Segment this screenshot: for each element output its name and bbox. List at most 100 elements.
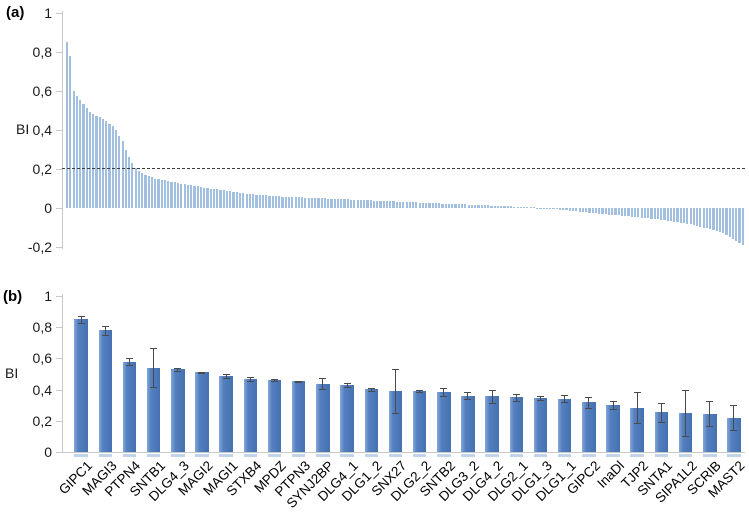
bar: [157, 179, 160, 208]
bar: [485, 396, 499, 452]
error-bar-cap-top: [125, 357, 133, 359]
panel-a-threshold-line: [62, 168, 745, 169]
category-tick-stub: [74, 453, 88, 457]
bar: [372, 200, 376, 208]
bar: [650, 208, 653, 219]
bar: [682, 208, 686, 224]
bar: [98, 330, 113, 452]
category-tick-stub: [316, 453, 330, 457]
bar: [415, 202, 418, 208]
bar: [310, 197, 314, 208]
bar: [108, 124, 111, 208]
bar: [235, 192, 238, 208]
bar: [673, 208, 676, 222]
error-bar-line: [249, 376, 251, 381]
bar: [660, 208, 663, 220]
error-bar-cap-bottom: [271, 380, 279, 382]
bar: [190, 184, 193, 208]
error-bar-line: [685, 389, 687, 437]
bar: [395, 201, 398, 208]
bar: [470, 204, 473, 208]
bar: [523, 207, 526, 208]
bar: [180, 183, 183, 208]
category-tick-stub: [340, 453, 354, 457]
bar: [467, 204, 470, 208]
error-bar-line: [636, 391, 638, 424]
bar: [709, 208, 712, 230]
bar: [606, 405, 620, 452]
error-bar-line: [709, 401, 711, 427]
bar: [74, 319, 88, 452]
bar: [147, 175, 150, 208]
bar: [245, 193, 248, 208]
bar: [581, 208, 584, 213]
bar: [317, 198, 320, 208]
bar: [412, 391, 427, 452]
error-bar-line: [540, 395, 541, 400]
bar: [173, 182, 176, 208]
panel-a-tickmark: [56, 169, 62, 170]
bar: [222, 190, 225, 208]
bar: [267, 379, 282, 452]
bar: [340, 199, 343, 208]
bar: [203, 187, 206, 208]
bar: [418, 202, 421, 208]
error-bar-cap-bottom: [319, 389, 327, 391]
bar: [578, 208, 581, 212]
bar: [389, 201, 392, 208]
error-bar-cap-top: [367, 388, 375, 390]
bar: [284, 196, 287, 208]
bar: [503, 206, 506, 208]
bar: [669, 208, 673, 222]
bar: [741, 208, 744, 246]
bar: [281, 196, 284, 208]
bar: [461, 204, 464, 208]
bar: [594, 208, 598, 214]
panel-b-y-axis-title: BI: [5, 365, 19, 381]
error-bar-cap-top: [512, 393, 520, 395]
bar: [634, 208, 637, 217]
error-bar-cap-bottom: [537, 399, 544, 401]
panel-a-tickmark: [56, 91, 62, 92]
bar: [261, 195, 265, 208]
bar: [111, 126, 114, 208]
bar: [291, 381, 306, 452]
bar: [447, 203, 451, 208]
bar: [731, 208, 735, 240]
bar: [699, 208, 702, 227]
error-bar-cap-top: [319, 378, 327, 380]
bar: [69, 55, 72, 208]
category-tick-stub: [437, 453, 451, 457]
bar: [66, 42, 69, 208]
category-tick-stub: [557, 453, 572, 457]
panel-a-label: (a): [6, 4, 25, 21]
bar: [598, 208, 601, 214]
bar: [582, 402, 596, 452]
error-bar-line: [443, 388, 445, 396]
bar: [421, 202, 425, 208]
bar: [274, 196, 278, 208]
bar: [72, 91, 75, 208]
bar: [425, 202, 428, 208]
bar: [562, 208, 565, 210]
bar: [121, 140, 124, 208]
error-bar-cap-bottom: [488, 402, 496, 404]
bar: [461, 395, 475, 452]
bar: [624, 208, 627, 216]
bar: [219, 376, 233, 452]
bar: [643, 208, 646, 218]
panel-a-ytick-label: 0,6: [32, 83, 52, 99]
bar: [376, 200, 379, 208]
bar: [82, 103, 85, 208]
error-bar-cap-top: [682, 389, 690, 391]
bar: [438, 203, 441, 208]
bar: [176, 183, 180, 208]
bar: [526, 207, 529, 208]
bar: [75, 95, 78, 208]
bar: [364, 389, 378, 452]
bar: [271, 195, 274, 208]
error-bar-cap-top: [657, 402, 665, 404]
bar: [265, 195, 268, 208]
